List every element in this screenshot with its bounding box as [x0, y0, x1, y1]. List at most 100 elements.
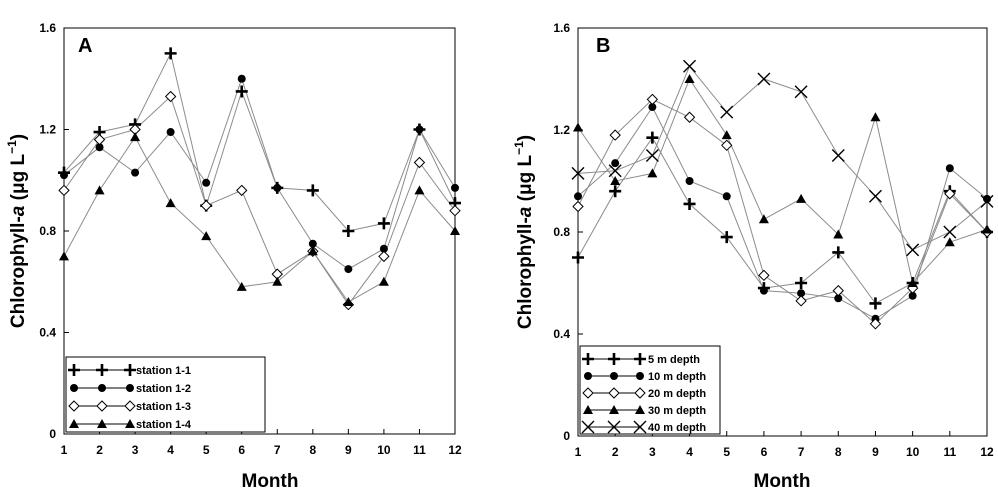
x-tick-label: 1	[61, 443, 68, 457]
y-tick-label: 1.2	[39, 123, 56, 137]
data-point	[130, 132, 141, 142]
data-point	[202, 178, 211, 187]
data-point	[759, 286, 768, 295]
x-tick-label: 4	[167, 443, 174, 457]
y-axis-title-unit: (μg L	[8, 154, 29, 206]
y-axis-title-italic: a	[8, 205, 29, 216]
legend-entry: station 1-1	[68, 364, 191, 377]
data-point	[131, 168, 140, 177]
data-point	[647, 168, 658, 178]
x-tick-label: 9	[872, 445, 879, 459]
legend-label: station 1-3	[136, 401, 191, 413]
y-axis-title-italic: a	[515, 206, 536, 217]
data-point	[758, 269, 770, 282]
y-axis-title-close: )	[8, 134, 29, 140]
y-tick-label: 1.6	[39, 21, 56, 35]
legend-marker	[96, 400, 108, 412]
y-axis-title-exponent: −1	[512, 141, 526, 155]
data-point	[645, 149, 659, 162]
x-tick-label: 4	[686, 445, 693, 459]
legend-marker	[608, 387, 620, 399]
legend-marker	[125, 419, 135, 428]
y-axis-title-main: Chlorophyll-	[8, 216, 29, 328]
data-point	[833, 229, 844, 239]
panel-label-b: B	[596, 35, 610, 57]
x-tick-label: 2	[612, 445, 619, 459]
y-axis-title-exponent: −1	[5, 140, 19, 154]
data-point	[413, 156, 426, 169]
data-point	[237, 74, 246, 83]
data-point	[574, 192, 582, 201]
data-point	[980, 194, 994, 208]
x-tick-label: 7	[274, 443, 281, 457]
x-tick-label: 5	[723, 445, 730, 459]
data-point	[342, 225, 355, 237]
data-point	[982, 224, 992, 234]
y-tick-label: 0	[563, 429, 570, 443]
legend-marker	[69, 419, 79, 428]
data-point	[722, 192, 731, 201]
legend-marker	[583, 405, 593, 414]
data-point	[721, 130, 732, 140]
data-point	[414, 185, 425, 195]
data-point	[796, 193, 807, 203]
data-point	[834, 294, 843, 303]
data-point	[758, 214, 769, 224]
x-tick-label: 11	[413, 443, 426, 457]
data-point	[832, 246, 845, 259]
data-point	[944, 188, 956, 200]
y-tick-label: 0	[49, 427, 56, 441]
y-tick-label: 0.8	[553, 225, 570, 239]
series-line-1	[63, 51, 456, 232]
data-point	[831, 149, 845, 162]
legend-marker	[609, 405, 619, 414]
data-point	[683, 111, 696, 123]
legend-marker	[97, 419, 107, 428]
data-point	[306, 184, 319, 197]
data-point	[906, 243, 920, 257]
legend: 5 m depth 10 m depth 20 m depth 30 m depth 4…	[581, 353, 706, 434]
legend-entry: 40 m depth	[581, 420, 706, 434]
legend-label: 20 m depth	[648, 388, 706, 400]
series-line-3	[577, 98, 988, 325]
data-point	[59, 251, 69, 261]
data-point	[164, 90, 177, 103]
legend-box	[579, 345, 721, 435]
panel-label-a: A	[78, 35, 92, 57]
x-tick-label: 3	[649, 445, 656, 459]
data-point	[794, 85, 808, 99]
x-tick-label: 8	[835, 445, 842, 459]
x-tick-label: 11	[943, 445, 956, 459]
data-point	[646, 93, 659, 106]
data-point	[236, 184, 248, 197]
data-point	[201, 231, 212, 241]
data-point	[907, 278, 918, 287]
legend-label: 40 m depth	[648, 422, 706, 434]
data-point	[648, 103, 657, 112]
data-point	[610, 176, 621, 185]
data-point	[343, 297, 354, 307]
data-point	[573, 122, 583, 132]
data-point	[571, 166, 585, 180]
data-point	[832, 284, 844, 297]
data-point	[572, 251, 584, 264]
y-axis-title-close: )	[515, 135, 536, 141]
data-point	[451, 183, 459, 192]
y-axis-title: Chlorophyll-a (μg L−1)	[512, 135, 536, 329]
data-point	[236, 281, 247, 291]
legend-marker	[607, 420, 621, 434]
data-point	[757, 72, 771, 86]
x-tick-label: 12	[448, 443, 462, 457]
legend-entry: station 1-4	[69, 419, 192, 431]
data-point	[164, 47, 177, 60]
data-point	[307, 246, 318, 256]
x-tick-label: 5	[203, 443, 210, 457]
legend-label: 30 m depth	[648, 405, 706, 417]
legend-marker	[636, 372, 644, 380]
legend-marker	[68, 364, 80, 376]
y-tick-label: 0.4	[39, 326, 56, 340]
data-point	[797, 289, 806, 298]
legend-marker	[635, 405, 645, 414]
